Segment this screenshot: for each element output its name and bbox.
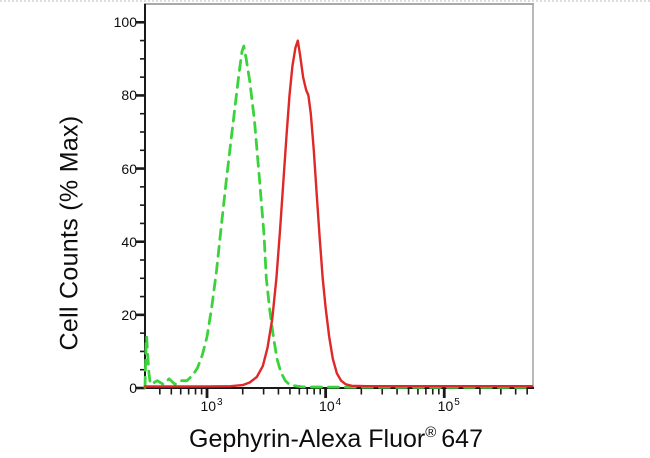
x-tick-label-exponent: 4 (335, 397, 342, 408)
y-axis-title: Cell Counts (% Max) (55, 115, 84, 351)
x-tick-label-10e3: 103 (200, 397, 223, 414)
y-tick-label-40: 40 (121, 233, 137, 250)
y-tick-label-0: 0 (129, 380, 137, 396)
x-tick-label-exponent: 5 (454, 397, 460, 408)
y-tick-label-60: 60 (121, 160, 137, 177)
x-tick-label-10e4: 104 (319, 397, 342, 414)
registered-trademark-symbol: ® (425, 424, 437, 441)
x-tick-label-10e5: 105 (437, 397, 460, 414)
curve-unstained-control (143, 44, 534, 389)
x-tick-label-base: 10 (319, 398, 335, 414)
x-axis-title: Gephyrin-Alexa Fluor® 647 (189, 424, 483, 454)
y-tick-label-80: 80 (121, 87, 137, 104)
x-tick-label-base: 10 (200, 398, 217, 414)
x-tick-label-exponent: 3 (217, 397, 223, 408)
curve-gephyrin-stained (143, 39, 534, 388)
x-axis-title-suffix: 647 (441, 425, 483, 453)
y-tick-label-100: 100 (113, 14, 137, 31)
x-axis-title-text: Gephyrin-Alexa Fluor (189, 425, 426, 453)
y-tick-label-20: 20 (121, 306, 137, 323)
top-border-artifact (0, 0, 650, 2)
x-tick-label-base: 10 (437, 398, 454, 414)
